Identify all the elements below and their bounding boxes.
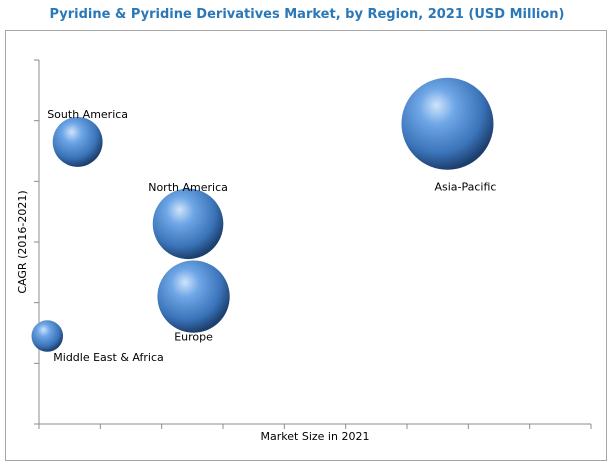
bubble-label: Asia-Pacific <box>434 181 496 194</box>
bubble-label: Europe <box>174 331 213 344</box>
bubble-asia-pacific <box>401 77 494 170</box>
chart-title: Pyridine & Pyridine Derivatives Market, … <box>49 7 565 22</box>
bubble-south-america <box>52 116 103 167</box>
y-axis-label: CAGR (2016-2021) <box>16 190 29 293</box>
chart-frame <box>5 30 607 461</box>
axes <box>34 59 592 429</box>
x-axis-label: Market Size in 2021 <box>261 430 370 443</box>
bubble-north-america <box>152 188 224 260</box>
bubble-middle-east-africa <box>31 320 64 352</box>
bubble-label: South America <box>47 108 128 121</box>
bubble-label: Middle East & Africa <box>53 351 164 364</box>
bubble-label: North America <box>148 181 228 194</box>
bubble-europe <box>157 260 230 333</box>
